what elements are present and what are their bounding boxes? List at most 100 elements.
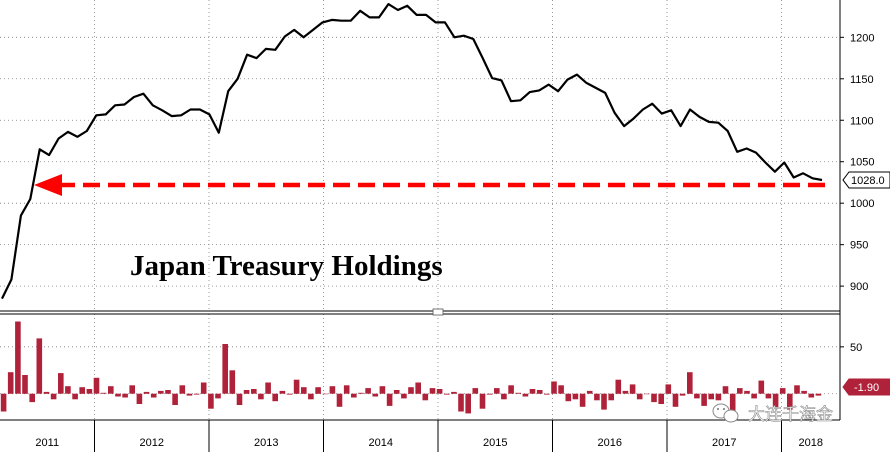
change-bar [336,393,343,407]
change-bar [658,393,664,404]
change-bar [115,393,121,397]
change-bar [772,393,779,409]
panel-resize-handle[interactable] [432,308,444,316]
change-bar [86,389,93,394]
change-bar [808,393,815,398]
change-bar [651,393,657,403]
change-bar [472,388,479,394]
year-label: 2016 [598,437,622,449]
change-bar [258,393,264,400]
change-bar [50,393,57,400]
change-bar [158,390,164,394]
change-bar [36,338,43,394]
lower-y-tick-label: 50 [850,342,862,354]
change-bar [758,380,765,394]
change-bar [636,393,643,400]
change-bar [93,377,100,394]
change-bar [572,393,579,400]
change-bar [701,393,707,406]
upper-y-tick-label: 1000 [850,198,874,210]
change-bar [393,390,400,394]
change-bar [29,393,35,403]
change-bar [265,382,271,394]
change-bar [558,385,564,394]
change-bar [108,386,114,394]
change-bar [215,393,221,399]
change-bar [222,344,228,394]
change-bar [451,391,457,394]
upper-grid [0,0,840,311]
change-bar [765,393,772,399]
year-label: 2018 [799,437,823,449]
year-label: 2015 [483,437,507,449]
change-bar [200,382,207,394]
change-bar [329,386,336,394]
last-value-upper: 1028.0 [851,175,885,187]
change-bar [0,393,7,412]
change-bar [751,393,757,399]
change-bar [815,393,822,396]
change-bar [293,379,300,394]
change-bar [586,390,593,394]
change-bar [644,393,650,395]
change-bar [22,375,28,394]
change-bar [415,382,421,394]
change-bar [358,392,364,394]
change-bar [665,384,672,394]
change-bar [601,393,607,410]
wechat-logo-icon [712,403,739,423]
change-bar [465,393,471,414]
change-bar [579,393,586,407]
change-bar [165,390,171,394]
change-bar [279,390,286,394]
change-bar [315,387,321,394]
change-bar [615,379,622,394]
change-bar [565,393,572,402]
change-bar [536,390,543,394]
upper-y-tick-label: 900 [850,281,868,293]
change-bar [379,386,386,394]
change-bar [193,393,200,395]
last-value-tag-lower: -1.90 [842,378,890,396]
change-bar [779,388,786,394]
change-bar [15,321,21,394]
change-bar [508,385,514,394]
change-bar [722,386,729,394]
change-bar [79,387,85,394]
change-bar [72,393,78,400]
upper-y-tick-label: 1150 [850,74,874,86]
last-value-tag-upper: 1028.0 [842,171,890,189]
change-bar [787,393,793,410]
change-bar [58,373,64,394]
change-bar [494,388,500,394]
year-label: 2012 [140,437,164,449]
upper-y-tick-label: 950 [850,240,868,252]
change-bar [172,393,178,405]
change-bar [372,393,379,397]
change-bar [801,390,807,394]
change-bar [343,385,350,394]
change-bar [122,393,128,398]
change-bar [251,389,257,394]
change-bar [594,393,600,401]
holdings-line [1,2,823,300]
upper-y-tick-label: 1050 [850,157,874,169]
change-bar [7,372,14,394]
change-bar [515,392,521,394]
change-bar [544,393,550,395]
change-bar [401,393,407,399]
change-bar [622,390,629,394]
change-bar [186,393,193,396]
change-bar [444,393,450,395]
change-bar [136,393,143,404]
change-bar [672,393,679,407]
lower-y-axis: 50 [840,342,862,354]
year-label: 2013 [254,437,278,449]
year-label: 2011 [35,437,59,449]
change-bar [243,390,250,394]
change-bar [272,393,278,402]
change-bar [679,393,686,396]
change-bar [715,393,722,401]
